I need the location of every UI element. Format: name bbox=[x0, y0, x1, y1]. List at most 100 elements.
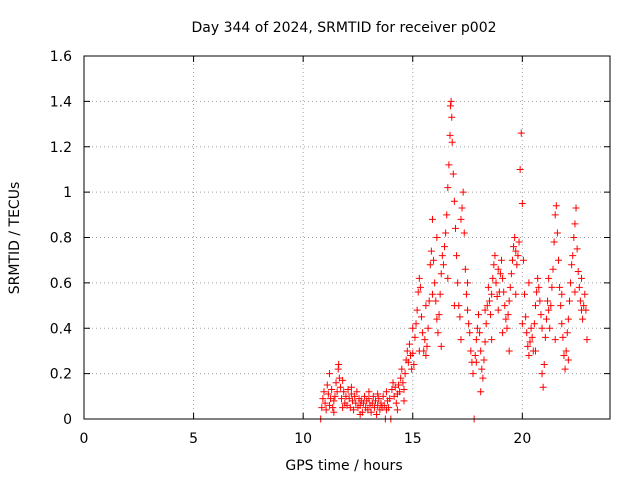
data-point bbox=[415, 347, 423, 355]
data-point bbox=[552, 202, 560, 210]
data-point bbox=[462, 290, 470, 298]
data-point bbox=[438, 252, 446, 260]
data-point bbox=[531, 347, 539, 355]
data-point bbox=[375, 395, 383, 403]
data-point bbox=[494, 265, 502, 273]
data-point bbox=[554, 256, 562, 264]
data-point bbox=[414, 288, 422, 296]
data-point bbox=[581, 290, 589, 298]
data-point bbox=[519, 256, 527, 264]
data-point bbox=[449, 170, 457, 178]
data-point bbox=[448, 138, 456, 146]
data-point bbox=[443, 211, 451, 219]
data-point bbox=[505, 297, 513, 305]
data-point bbox=[518, 199, 526, 207]
data-point bbox=[475, 311, 482, 319]
data-point bbox=[460, 229, 468, 237]
data-point bbox=[459, 188, 467, 196]
data-point bbox=[422, 302, 430, 310]
data-point bbox=[551, 211, 559, 219]
data-point bbox=[512, 290, 520, 298]
data-point bbox=[351, 392, 359, 400]
data-point bbox=[550, 238, 558, 246]
data-point bbox=[488, 336, 496, 344]
data-point bbox=[374, 390, 382, 398]
data-point bbox=[451, 224, 459, 232]
data-point bbox=[405, 340, 413, 348]
data-point bbox=[446, 102, 454, 110]
data-point bbox=[499, 329, 507, 337]
data-point bbox=[481, 338, 489, 346]
data-point bbox=[428, 215, 436, 223]
data-point bbox=[467, 347, 475, 355]
data-point bbox=[553, 229, 561, 237]
chart-title: Day 344 of 2024, SRMTID for receiver p00… bbox=[191, 20, 496, 36]
data-point bbox=[549, 265, 557, 273]
grid-lines bbox=[84, 56, 610, 419]
data-point bbox=[521, 290, 529, 298]
data-point bbox=[411, 333, 419, 341]
data-point bbox=[575, 283, 583, 291]
data-point bbox=[416, 283, 424, 291]
data-point bbox=[558, 290, 566, 298]
y-tick-label: 0.2 bbox=[50, 367, 72, 383]
y-tick-label: 0.6 bbox=[50, 276, 72, 292]
data-point bbox=[544, 297, 552, 305]
data-point bbox=[403, 347, 411, 355]
data-point bbox=[323, 381, 331, 389]
data-point bbox=[361, 392, 369, 400]
data-point bbox=[539, 383, 547, 391]
data-point bbox=[512, 247, 520, 255]
data-point bbox=[385, 404, 393, 412]
data-point bbox=[465, 320, 473, 328]
data-point bbox=[356, 410, 364, 418]
y-tick-label: 0 bbox=[63, 412, 72, 428]
data-point bbox=[380, 401, 388, 409]
y-tick-label: 1.6 bbox=[50, 49, 72, 65]
data-point bbox=[579, 315, 587, 323]
data-point bbox=[563, 329, 571, 337]
data-point bbox=[560, 351, 568, 359]
data-point bbox=[505, 347, 513, 355]
data-point bbox=[583, 336, 591, 344]
data-point bbox=[432, 297, 440, 305]
data-point bbox=[489, 274, 497, 282]
data-point bbox=[476, 329, 484, 337]
data-point bbox=[464, 279, 472, 287]
data-point bbox=[422, 351, 430, 359]
data-point bbox=[331, 392, 339, 400]
data-point bbox=[547, 302, 555, 310]
data-point bbox=[412, 320, 420, 328]
data-point bbox=[444, 184, 452, 192]
data-point bbox=[514, 252, 522, 260]
data-point bbox=[488, 290, 496, 298]
data-point bbox=[487, 311, 495, 319]
data-point bbox=[564, 315, 572, 323]
data-point bbox=[502, 315, 510, 323]
data-point bbox=[559, 333, 567, 341]
data-point bbox=[542, 315, 550, 323]
data-point bbox=[522, 313, 530, 321]
data-point bbox=[494, 306, 502, 314]
data-point bbox=[332, 379, 340, 387]
data-point bbox=[498, 256, 506, 264]
data-point bbox=[528, 333, 536, 341]
data-point bbox=[444, 274, 452, 282]
data-point bbox=[480, 356, 488, 364]
data-point bbox=[492, 279, 500, 287]
data-point bbox=[499, 274, 507, 282]
data-point bbox=[450, 302, 458, 310]
data-point bbox=[551, 336, 559, 344]
data-point bbox=[324, 390, 332, 398]
data-point bbox=[496, 270, 504, 278]
data-point bbox=[435, 311, 443, 319]
data-point bbox=[572, 204, 580, 212]
data-point bbox=[570, 234, 578, 241]
data-point bbox=[408, 365, 416, 373]
y-tick-label: 0.8 bbox=[50, 231, 72, 247]
data-point bbox=[511, 234, 519, 241]
data-point bbox=[456, 313, 464, 321]
data-point bbox=[504, 311, 512, 319]
data-point bbox=[537, 311, 545, 319]
data-point bbox=[478, 365, 486, 373]
